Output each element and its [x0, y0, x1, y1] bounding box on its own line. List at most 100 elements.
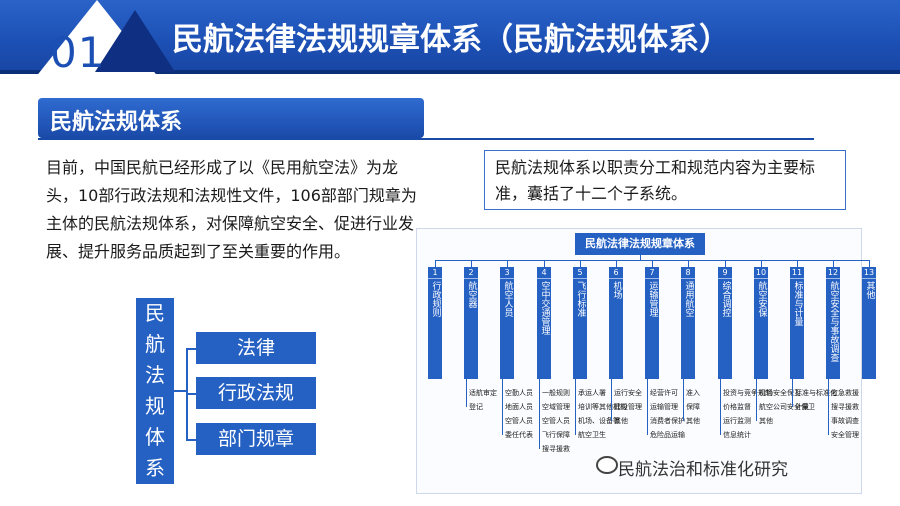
org-subsystem-label: 综合调控 — [720, 281, 731, 317]
org-leaf-item: 事故调查 — [831, 417, 859, 425]
org-leaf-item: 搜寻援救 — [831, 403, 859, 411]
org-leaf-item: 航空卫生 — [578, 431, 606, 439]
hierarchy-connector-3 — [186, 439, 196, 441]
page-title: 民航法律法规规章体系（民航法规体系） — [172, 22, 730, 58]
org-subsystem-label: 行政规则 — [430, 281, 441, 317]
org-leaf-item: 飞行保障 — [542, 431, 570, 439]
org-leaf-item: 计量 — [795, 403, 809, 411]
org-leaf-item: 培训等其他机构 — [578, 403, 627, 411]
org-subsystem-number: 3 — [500, 267, 514, 279]
org-connector-drop — [616, 260, 617, 267]
org-subsystem-number: 2 — [464, 267, 478, 279]
org-subsystem-box: 2 航空器 — [464, 267, 478, 379]
section-divider — [38, 138, 814, 140]
org-subsystem-label: 航空安全与事故调查 — [828, 281, 839, 362]
hierarchy-root-char: 航 — [145, 332, 165, 356]
org-leaf-item: 信息统计 — [723, 431, 751, 439]
org-subsystem-number: 12 — [826, 268, 840, 279]
org-leaf-item: 搜寻援救 — [542, 445, 570, 453]
org-connector-drop — [761, 260, 762, 267]
org-leaf-item: 空勤人员 — [505, 389, 533, 397]
org-connector-drop — [435, 260, 436, 267]
org-leaf-item: 承运人署 — [578, 389, 606, 397]
section-title: 民航法规体系 — [50, 110, 183, 135]
org-connector-drop — [507, 260, 508, 267]
org-leaf-item: 地面人员 — [505, 403, 533, 411]
org-leaf-item: 航空公司安全保卫 — [759, 403, 815, 411]
org-subsystem-box: 9 综合调控 — [718, 267, 732, 379]
hierarchy-root-char: 系 — [145, 456, 165, 480]
org-subsystem-label: 空中交通管理 — [539, 281, 550, 335]
org-leaf-item: 其他 — [759, 417, 773, 425]
org-leaf-item: 保障 — [686, 403, 700, 411]
section-number: 01 — [50, 28, 106, 77]
org-leaf-spine — [539, 379, 540, 449]
org-leaf-spine — [720, 379, 721, 435]
org-subsystem-label: 航空人员 — [502, 281, 513, 317]
org-leaf-spine — [828, 379, 829, 435]
org-leaf-item: 准入 — [686, 389, 700, 397]
org-leaf-item: 建设管理 — [614, 403, 642, 411]
org-leaf-item: 机场、设备等 — [578, 417, 620, 425]
org-subsystem-box: 4 空中交通管理 — [537, 267, 551, 379]
org-leaf-spine — [647, 379, 648, 435]
org-leaf-item: 价格监督 — [723, 403, 751, 411]
org-subsystem-number: 5 — [573, 267, 587, 279]
wechat-icon — [596, 456, 618, 474]
org-subsystem-label: 通用航空 — [683, 281, 694, 317]
org-leaf-item: 空管人员 — [542, 417, 570, 425]
org-leaf-spine — [575, 379, 576, 435]
intro-paragraph: 目前，中国民航已经形成了以《民用航空法》为龙头，10部行政法规和法规性文件，10… — [46, 158, 417, 261]
org-leaf-item: 运行安全 — [614, 389, 642, 397]
org-leaf-spine — [466, 379, 467, 407]
org-leaf-item: 空域管理 — [542, 403, 570, 411]
branch-admin-regulations: 行政法规 — [196, 377, 316, 409]
org-connector-drop — [580, 260, 581, 267]
org-subsystem-label: 航空器 — [466, 281, 477, 308]
org-subsystem-box: 1 行政规则 — [428, 267, 442, 379]
hierarchy-connector-stem — [174, 390, 186, 392]
org-leaf-item: 应急救援 — [831, 389, 859, 397]
org-connector-drop — [652, 260, 653, 267]
org-leaf-item: 运行监测 — [723, 417, 751, 425]
org-subsystem-label: 运输管理 — [647, 281, 658, 317]
hierarchy-root-char: 规 — [145, 394, 165, 418]
org-leaf-item: 投资与竞争规制 — [723, 389, 772, 397]
branch-law: 法律 — [196, 332, 316, 364]
hierarchy-root-char: 法 — [145, 363, 165, 387]
org-subsystem-number: 9 — [718, 267, 732, 279]
org-subsystem-box: 13 其他 — [862, 267, 876, 379]
org-subsystem-box: 6 机场 — [609, 267, 623, 379]
org-subsystem-number: 10 — [754, 268, 768, 279]
org-subsystem-label: 航空安保 — [756, 281, 767, 317]
org-leaf-spine — [611, 379, 612, 421]
org-leaf-spine — [683, 379, 684, 421]
org-leaf-item: 其他 — [614, 417, 628, 425]
org-leaf-item: 安全管理 — [831, 431, 859, 439]
number-badge-accent — [95, 10, 175, 72]
org-subsystem-box: 8 通用航空 — [681, 267, 695, 379]
org-leaf-item: 一般规则 — [542, 389, 570, 397]
org-chart-title: 民航法律法规规章体系 — [575, 233, 705, 255]
org-subsystem-label: 飞行标准 — [575, 281, 586, 317]
org-subsystem-number: 6 — [609, 267, 623, 279]
section-bar — [38, 98, 424, 138]
watermark-text: 民航法治和标准化研究 — [618, 460, 788, 480]
org-subsystem-box: 11 标准与计量 — [790, 267, 804, 379]
org-subsystem-box: 3 航空人员 — [500, 267, 514, 379]
org-subsystem-label: 机场 — [611, 281, 622, 299]
org-subsystem-label: 其他 — [864, 281, 875, 299]
hierarchy-root-char: 体 — [145, 425, 165, 449]
org-leaf-item: 消费者保护 — [650, 417, 685, 425]
org-leaf-item: 机场安全保卫 — [759, 389, 801, 397]
org-subsystem-number: 1 — [428, 267, 442, 279]
org-leaf-spine — [502, 379, 503, 435]
org-leaf-item: 其他 — [686, 417, 700, 425]
org-connector-stem — [640, 255, 641, 261]
org-subsystem-box: 12 航空安全与事故调查 — [826, 267, 840, 379]
org-connector-drop — [833, 260, 834, 267]
org-subsystem-label: 标准与计量 — [792, 281, 803, 326]
org-subsystem-number: 11 — [790, 268, 804, 279]
org-connector-drop — [725, 260, 726, 267]
branch-dept-rules: 部门规章 — [196, 423, 316, 455]
